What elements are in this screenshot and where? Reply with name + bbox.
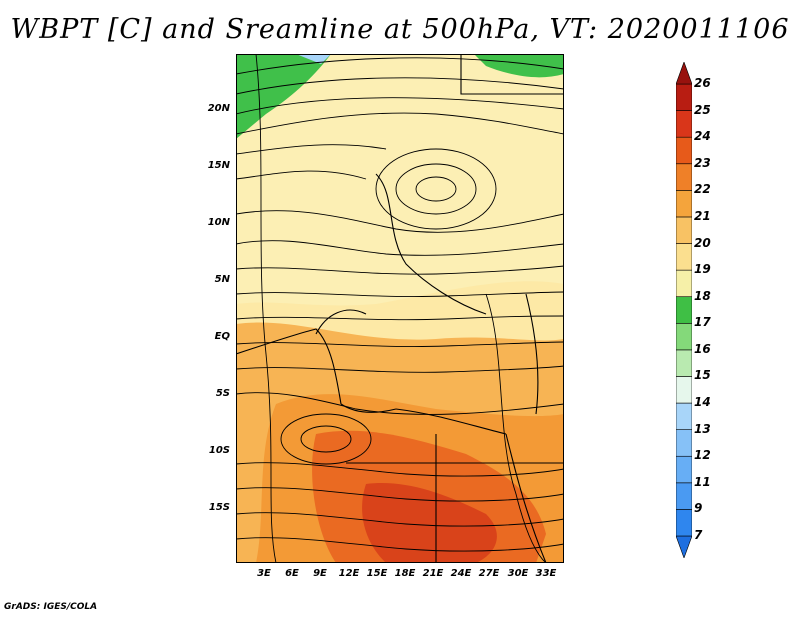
region-green-ne xyxy=(474,54,564,78)
colorbar xyxy=(676,62,692,558)
lat-label-15s: 15S xyxy=(208,502,230,513)
map-frame xyxy=(236,54,564,563)
colorbar-swatch xyxy=(676,349,692,377)
colorbar-label: 9 xyxy=(694,501,703,516)
region-dark-red xyxy=(362,483,497,563)
colorbar-label: 14 xyxy=(694,395,711,410)
lon-label-18e: 18E xyxy=(394,568,416,579)
lon-label-33e: 33E xyxy=(535,568,557,579)
colorbar-label: 17 xyxy=(694,315,711,330)
colorbar-label: 13 xyxy=(694,421,711,436)
lat-label-5s: 5S xyxy=(215,388,230,399)
colorbar-label: 23 xyxy=(694,155,711,170)
colorbar-swatch xyxy=(676,243,692,271)
colorbar-swatch xyxy=(676,322,692,351)
colorbar-label: 15 xyxy=(694,368,711,383)
colorbar-label: 12 xyxy=(694,448,711,463)
colorbar-swatch xyxy=(676,509,692,537)
colorbar-label: 25 xyxy=(694,102,711,117)
colorbar-label: 7 xyxy=(694,528,703,542)
lat-label-15n: 15N xyxy=(207,160,230,171)
region-pale-north xyxy=(236,54,564,306)
lat-label-10n: 10N xyxy=(207,217,230,228)
colorbar-label: 18 xyxy=(694,288,711,303)
lon-label-15e: 15E xyxy=(366,568,388,579)
colorbar-swatch xyxy=(676,376,692,404)
lat-label-eq: EQ xyxy=(214,331,230,342)
colorbar-swatch xyxy=(676,535,692,558)
lon-label-24e: 24E xyxy=(450,568,472,579)
colorbar-swatch xyxy=(676,136,692,165)
lon-label-21e: 21E xyxy=(422,568,444,579)
lon-label-9e: 9E xyxy=(313,568,327,579)
colorbar-swatch xyxy=(676,402,692,430)
colorbar-label: 19 xyxy=(694,262,711,277)
streamline-map xyxy=(236,54,564,563)
region-lightblue-nw xyxy=(296,54,331,64)
lon-label-3e: 3E xyxy=(257,568,271,579)
map-title: WBPT [C] and Sreamline at 500hPa, VT: 20… xyxy=(10,14,790,45)
colorbar-swatch xyxy=(676,163,692,191)
grads-credit: GrADS: IGES/COLA xyxy=(4,602,98,612)
colorbar-label: 20 xyxy=(694,235,711,250)
lon-label-27e: 27E xyxy=(478,568,500,579)
colorbar-swatch xyxy=(676,455,692,484)
colorbar-label: 22 xyxy=(694,182,711,197)
colorbar-label: 24 xyxy=(694,129,711,144)
colorbar-label: 26 xyxy=(694,76,711,90)
colorbar-label: 21 xyxy=(694,208,711,223)
colorbar-swatch xyxy=(676,216,692,244)
colorbar-swatch xyxy=(676,83,692,111)
colorbar-swatch xyxy=(676,269,692,298)
country-borders xyxy=(236,54,564,563)
lon-label-12e: 12E xyxy=(338,568,360,579)
lat-label-20n: 20N xyxy=(207,103,230,114)
colorbar-swatch xyxy=(676,482,692,510)
lon-label-6e: 6E xyxy=(285,568,299,579)
lat-label-5n: 5N xyxy=(214,274,230,285)
colorbar-swatch xyxy=(676,190,692,218)
lat-label-10s: 10S xyxy=(208,445,230,456)
lon-label-30e: 30E xyxy=(507,568,529,579)
colorbar-label: 11 xyxy=(694,474,711,489)
colorbar-swatch xyxy=(676,110,692,138)
colorbar-swatch xyxy=(676,62,692,85)
colorbar-label: 16 xyxy=(694,341,711,356)
colorbar-swatch xyxy=(676,296,692,324)
colorbar-swatch xyxy=(676,429,692,457)
